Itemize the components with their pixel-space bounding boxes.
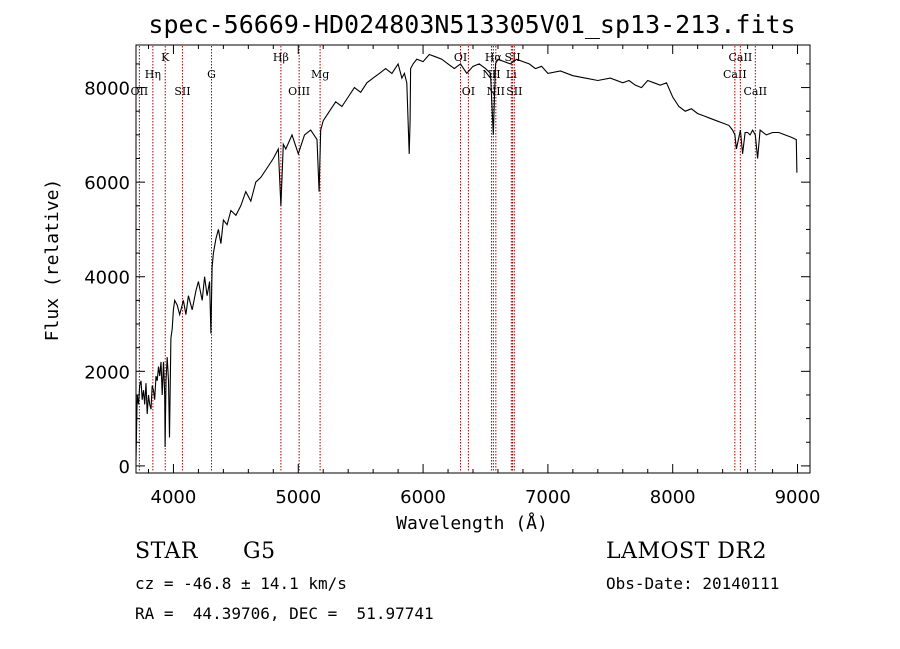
line-marker-label-16: CaII	[723, 68, 747, 81]
object-class: STAR	[135, 539, 198, 564]
y-tick-label: 4000	[84, 268, 130, 289]
chart-title: spec-56669-HD024803N513305V01_sp13-213.f…	[148, 10, 795, 39]
obs-date: Obs-Date: 20140111	[606, 574, 780, 593]
object-subclass: G5	[243, 539, 276, 564]
line-marker-label-4: G	[207, 68, 216, 81]
ra-dec: RA = 44.39706, DEC = 51.97741	[135, 604, 434, 623]
x-axis-label: Wavelength (Å)	[396, 512, 548, 534]
redshift-cz: cz = -46.8 ± 14.1 km/s	[135, 574, 347, 593]
line-marker-label-15: SII	[506, 85, 522, 98]
plot-frame	[135, 44, 811, 474]
x-axis-ticks: 4000 5000 6000 7000 8000 9000	[147, 45, 821, 508]
line-marker-label-13: Li	[506, 68, 517, 81]
y-axis-ticks: 0 2000 4000 6000 8000	[84, 63, 810, 478]
line-marker-label-0: OII	[131, 85, 149, 98]
line-marker-label-5: Hβ	[273, 51, 289, 64]
y-tick-label: 6000	[84, 173, 130, 194]
line-marker-label-6: OIII	[288, 85, 310, 98]
line-marker-label-8: OI	[454, 51, 467, 64]
line-marker-label-10: NII	[482, 68, 500, 81]
x-tick-label: 4000	[151, 487, 197, 508]
line-marker-label-1: Hη	[145, 68, 161, 81]
y-tick-label: 2000	[84, 362, 130, 383]
x-tick-label: 6000	[400, 487, 446, 508]
line-marker-label-3: SII	[174, 85, 190, 98]
line-marker-label-12: Hα	[485, 51, 503, 64]
line-marker-label-11: NII	[487, 85, 505, 98]
line-marker-label-9: OI	[462, 85, 475, 98]
survey-name: LAMOST DR2	[606, 539, 767, 564]
y-tick-label: 8000	[84, 79, 130, 100]
line-marker-label-14: SII	[504, 51, 520, 64]
line-marker-label-18: CaII	[743, 85, 767, 98]
spectrum-line	[135, 53, 798, 462]
y-axis-label: Flux (relative)	[42, 179, 63, 342]
y-tick-label: 0	[119, 457, 130, 478]
x-tick-label: 9000	[775, 487, 821, 508]
line-marker-label-7: Mg	[311, 68, 329, 81]
line-marker-label-17: CaII	[729, 51, 753, 64]
x-tick-label: 5000	[275, 487, 321, 508]
x-tick-label: 7000	[525, 487, 571, 508]
line-marker-label-2: K	[161, 51, 170, 64]
x-tick-label: 8000	[650, 487, 696, 508]
